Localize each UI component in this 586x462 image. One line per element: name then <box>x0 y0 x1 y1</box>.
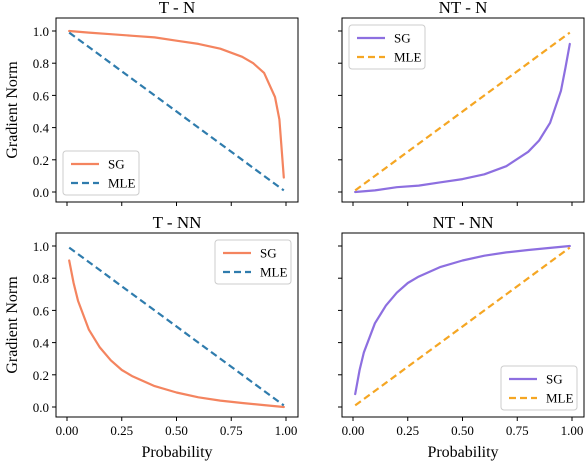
y-tick-label: 0.4 <box>33 336 50 351</box>
series-line-mle <box>68 31 285 192</box>
y-tick-label: 0.2 <box>33 368 49 383</box>
x-tick-label: 0.50 <box>451 423 474 438</box>
x-tick-label: 0.25 <box>110 423 133 438</box>
series-line-sg <box>68 29 285 179</box>
subplot-title: T - NN <box>153 213 202 232</box>
x-tick-label: 0.00 <box>342 423 365 438</box>
y-tick-label: 1.0 <box>33 24 49 39</box>
y-tick-label: 0.8 <box>33 56 49 71</box>
x-tick-label: 1.00 <box>275 423 298 438</box>
legend-label-mle: MLE <box>260 265 288 280</box>
y-axis-label: Gradient Norm <box>4 61 21 159</box>
legend-label-mle: MLE <box>546 391 574 406</box>
subplot-title: T - N <box>159 0 196 17</box>
y-tick-label: 0.6 <box>33 303 50 318</box>
legend: SG MLE <box>348 24 426 70</box>
series-line-mle <box>354 246 571 407</box>
series-line-sg <box>354 244 571 396</box>
x-tick-label: 0.50 <box>165 423 188 438</box>
legend-label-sg: SG <box>260 246 277 261</box>
subplot-1: T - N 0.0 0.2 0.4 0.6 0.8 1.0 Gradient Norm SG ML… <box>4 0 299 206</box>
x-tick-label: 1.00 <box>561 423 584 438</box>
y-tick-label: 0.8 <box>33 271 49 286</box>
legend: SG MLE <box>62 150 140 196</box>
subplot-4: NT - NN 0.00 0.25 0.50 0.75 1.00 Probability SG… <box>338 213 585 461</box>
subplot-3: T - NN 0.0 0.2 0.4 0.6 0.8 1.0 0.00 0.25 0.50 0.75… <box>4 213 299 461</box>
y-tick-label: 0.4 <box>33 121 50 136</box>
y-axis-label: Gradient Norm <box>4 276 21 374</box>
subplot-2: NT - N SG MLE <box>338 0 585 206</box>
legend-label-sg: SG <box>546 372 563 387</box>
legend-label-sg: SG <box>394 31 411 46</box>
legend-label-mle: MLE <box>394 50 422 65</box>
series-line-mle <box>354 31 571 192</box>
subplot-title: NT - NN <box>432 213 493 232</box>
x-tick-label: 0.00 <box>56 423 79 438</box>
legend-label-mle: MLE <box>108 176 136 191</box>
x-tick-label: 0.75 <box>220 423 243 438</box>
y-tick-label: 0.0 <box>33 400 49 415</box>
x-tick-label: 0.75 <box>506 423 529 438</box>
x-axis-label: Probability <box>427 444 498 461</box>
x-axis-label: Probability <box>141 444 212 461</box>
legend-label-sg: SG <box>108 157 125 172</box>
series-line-sg <box>68 259 285 409</box>
series-line-mle <box>68 246 285 407</box>
legend: SG MLE <box>214 239 292 285</box>
y-tick-label: 0.2 <box>33 153 49 168</box>
series-line-sg <box>354 42 571 194</box>
legend: SG MLE <box>500 365 578 411</box>
x-tick-label: 0.25 <box>396 423 419 438</box>
y-tick-label: 0.6 <box>33 88 50 103</box>
y-tick-label: 0.0 <box>33 185 49 200</box>
y-tick-label: 1.0 <box>33 239 49 254</box>
subplot-title: NT - N <box>439 0 488 17</box>
